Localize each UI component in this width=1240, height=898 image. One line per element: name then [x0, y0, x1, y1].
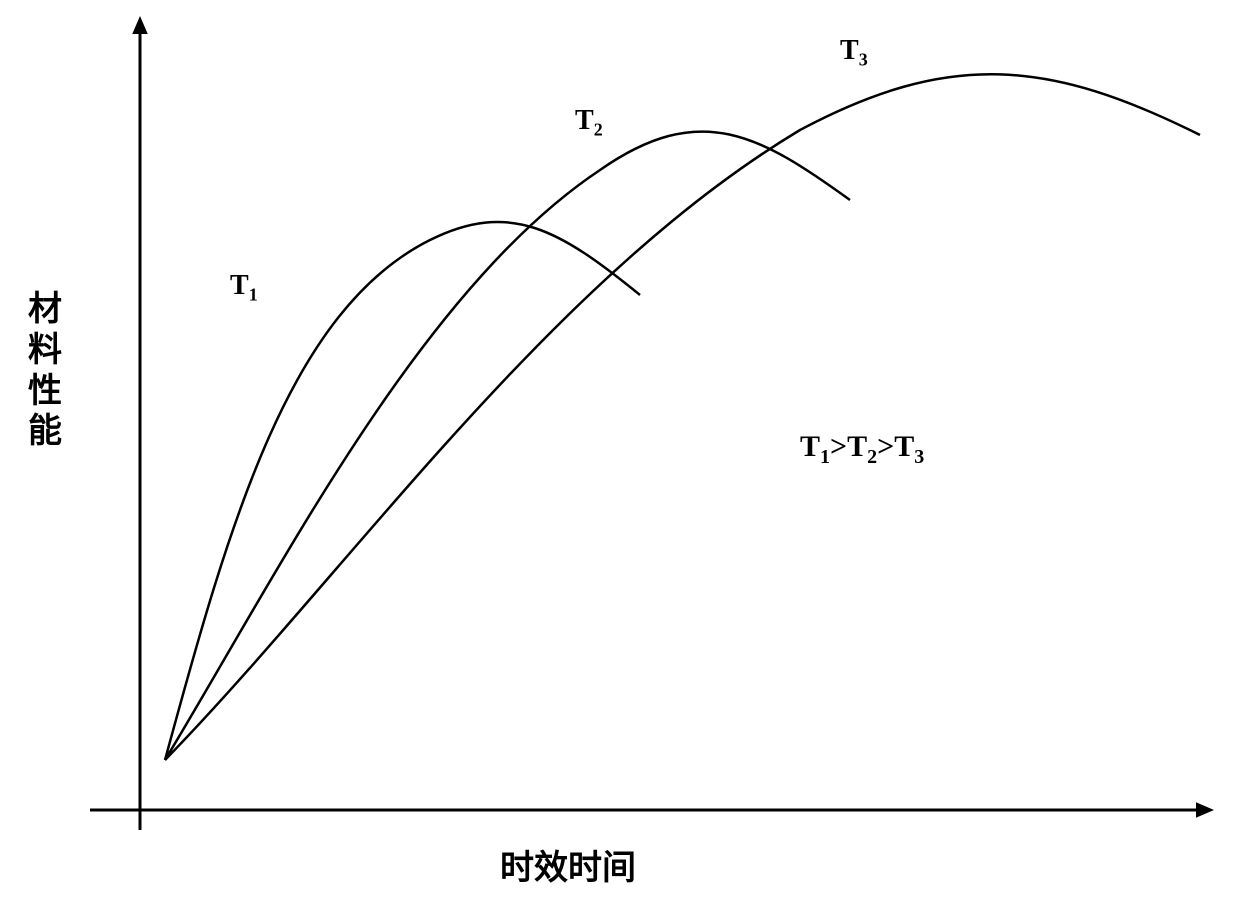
- aging-curve-chart: 材 料 性 能 时效时间 T1 T2 T3 T1>T2>T3: [0, 0, 1240, 893]
- x-axis-label: 时效时间: [500, 840, 636, 889]
- curve-T2: [165, 132, 850, 760]
- x-axis-arrow: [1196, 802, 1214, 818]
- y-axis-label: 材 料 性 能: [25, 290, 65, 453]
- curve-label-T1: T1: [230, 270, 258, 306]
- curve-T3: [165, 74, 1200, 760]
- curve-label-T2: T2: [575, 105, 603, 141]
- y-axis-arrow: [132, 16, 148, 34]
- curve-label-T3: T3: [840, 35, 868, 71]
- chart-svg: [0, 0, 1240, 893]
- temperature-inequality: T1>T2>T3: [800, 430, 924, 469]
